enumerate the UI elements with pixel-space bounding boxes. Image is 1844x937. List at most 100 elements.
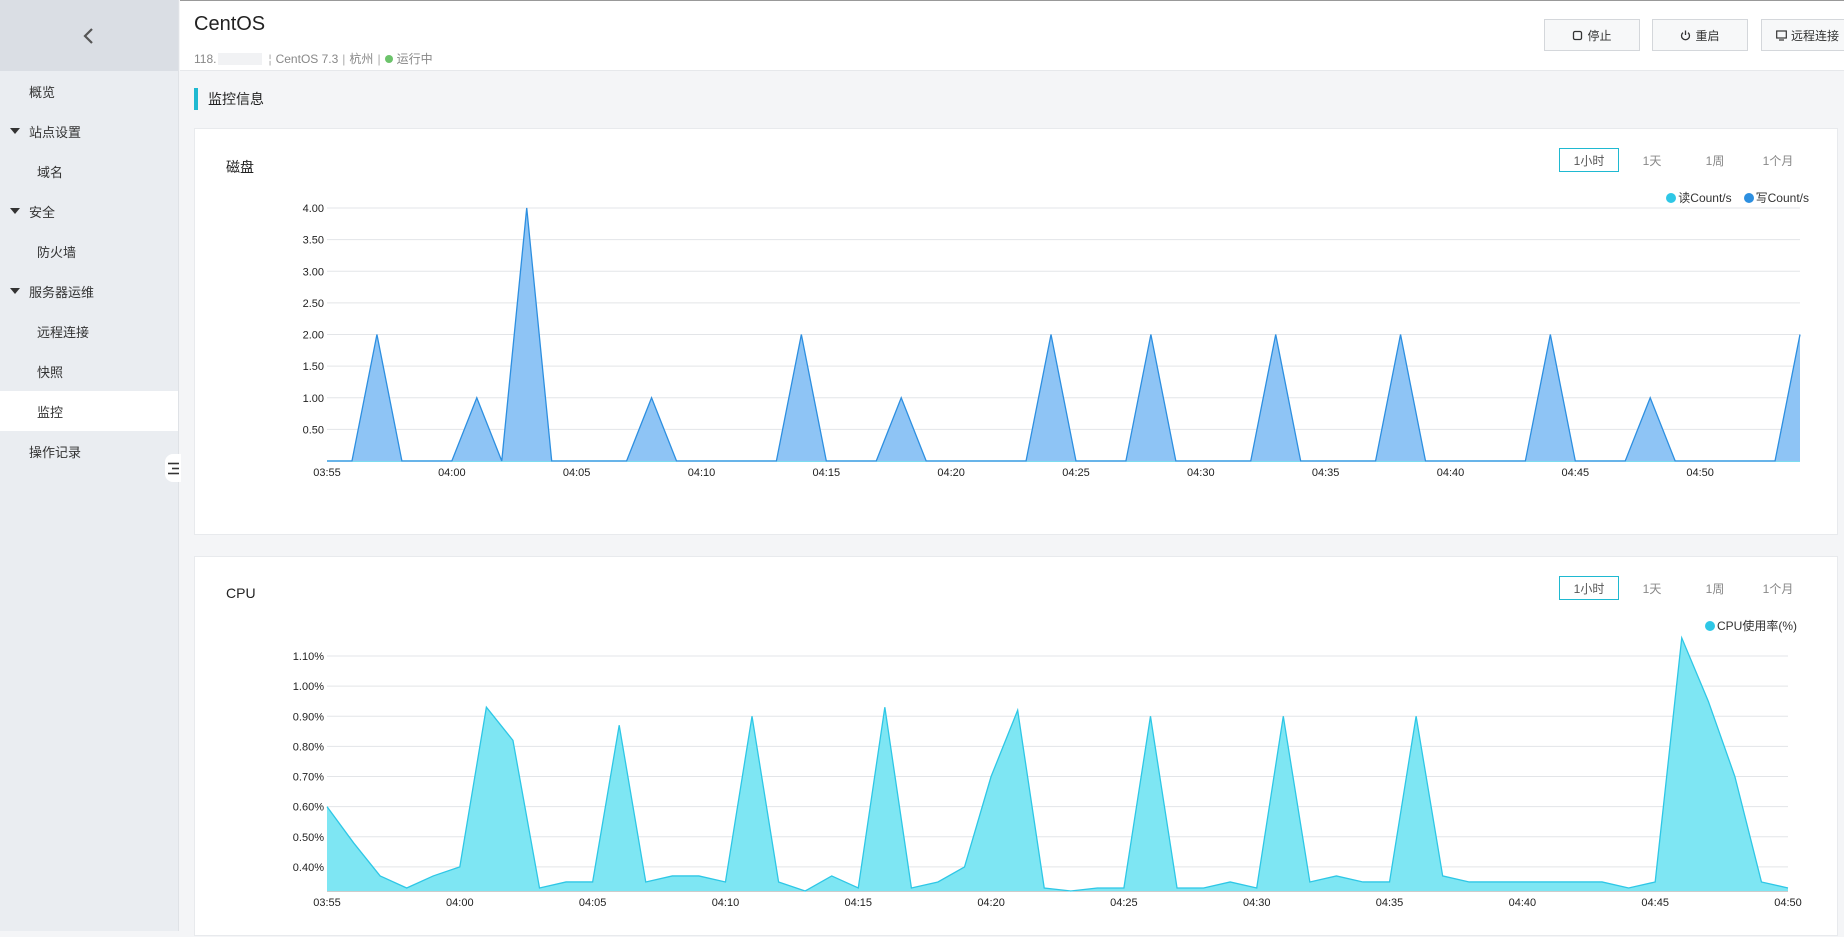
caret-down-icon [10,128,20,134]
cpu-panel: CPU 1小时 1天 1周 1个月 CPU使用率(%) 1.10% 1.00% 0.90%… [194,556,1838,936]
x-tick-label: 04:30 [1243,897,1271,909]
y-tick-label: 2.50 [303,298,324,310]
meta-separator: | [342,51,346,66]
sidebar-item[interactable]: 防火墙 [0,231,178,271]
sidebar-item-label: 域名 [37,164,64,180]
sidebar-item[interactable]: 远程连接 [0,311,178,351]
x-tick-label: 04:40 [1437,467,1465,479]
disk-legend-item[interactable]: 读Count/s [1666,189,1732,206]
legend-label: CPU使用率(%) [1717,619,1797,633]
disk-legend: 读Count/s 写Count/s [1654,189,1809,206]
instance-header: CentOS 118. ¦ CentOS 7.3 | 杭州 | 运行中 停止 重… [180,0,1844,71]
x-tick-label: 04:20 [977,897,1005,909]
cpu-legend: CPU使用率(%) [1693,617,1797,634]
x-tick-label: 04:05 [563,467,591,479]
x-tick-label: 04:20 [937,467,965,479]
caret-down-icon [10,208,20,214]
sidebar-item[interactable]: 域名 [0,151,178,191]
sidebar-item[interactable]: 安全 [0,191,178,231]
y-tick-label: 3.00 [303,266,324,278]
y-tick-label: 1.10% [293,651,324,663]
cpu-chart-title: CPU [226,585,256,601]
disk-range-option[interactable]: 1天 [1642,153,1662,168]
sidebar-item[interactable]: 操作记录 [0,431,178,471]
sidebar-item-label: 概览 [29,84,56,100]
stop-button-label: 停止 [1587,28,1612,43]
back-button[interactable] [0,0,178,71]
disk-range-option[interactable]: 1周 [1705,153,1725,168]
monitor-icon [1776,29,1787,41]
y-tick-label: 0.50% [293,832,324,844]
sidebar-item-label: 防火墙 [37,244,77,260]
cpu-series-area [327,637,1788,891]
cpu-chart: 1.10% 1.00% 0.90% 0.80% 0.70% 0.60% 0.50% 0.40%… [293,635,1802,909]
restart-button[interactable]: 重启 [1652,19,1748,51]
legend-swatch [1743,192,1754,203]
cpu-range-option[interactable]: 1小时 [1559,576,1619,600]
remote-connect-button-label: 远程连接 [1791,28,1840,43]
disk-series-line [327,207,1801,462]
region: 杭州 [349,52,374,66]
x-tick-label: 04:10 [712,897,740,909]
disk-series-area [327,208,1800,461]
x-tick-label: 04:50 [1686,467,1714,479]
os-version: CentOS 7.3 [275,51,339,66]
disk-panel: 磁盘 1小时 1天 1周 1个月 读Count/s 写Count/s 4.00 3.50 3… [194,128,1838,535]
sidebar-item-label: 服务器运维 [29,284,95,300]
sidebar-item[interactable]: 站点设置 [0,111,178,151]
sidebar-item-label: 快照 [37,364,64,380]
y-tick-label: 0.90% [293,711,324,723]
y-tick-label: 0.80% [293,741,324,753]
x-tick-label: 03:55 [313,897,341,909]
stop-icon [1573,30,1583,40]
legend-label: 读Count/s [1678,191,1732,205]
sidebar-item[interactable]: 服务器运维 [0,271,178,311]
cpu-range-option[interactable]: 1周 [1705,581,1725,596]
sidebar-item-label: 远程连接 [37,324,90,340]
stop-button[interactable]: 停止 [1544,19,1640,51]
sidebar-item[interactable]: 快照 [0,351,178,391]
cpu-range-option[interactable]: 1个月 [1762,581,1794,596]
chevron-left-icon [83,27,93,44]
sidebar-item[interactable]: 概览 [0,71,178,111]
y-tick-label: 3.50 [303,235,324,247]
legend-swatch [1666,192,1677,203]
disk-chart-title: 磁盘 [226,159,254,175]
y-tick-label: 1.00% [293,681,324,693]
meta-separator: | [377,51,381,66]
ip-masked-region [218,52,263,65]
page-title: CentOS [194,13,266,35]
x-tick-label: 04:15 [813,467,841,479]
x-tick-label: 04:00 [438,467,466,479]
cpu-range-option[interactable]: 1天 [1642,581,1662,596]
x-tick-label: 04:45 [1641,897,1669,909]
disk-range-option[interactable]: 1个月 [1762,153,1794,168]
x-tick-label: 03:55 [313,467,341,479]
disk-legend-item[interactable]: 写Count/s [1743,189,1809,206]
x-tick-label: 04:50 [1774,897,1802,909]
x-tick-label: 04:05 [579,897,607,909]
status-badge: 运行中 [396,52,433,66]
menu-collapse-icon [167,462,179,474]
cpu-legend-item[interactable]: CPU使用率(%) [1705,617,1797,634]
sidebar: 概览站点设置域名安全防火墙服务器运维远程连接快照监控 操作记录 [0,0,179,931]
y-tick-label: 0.50 [303,424,324,436]
legend-swatch [1705,620,1715,631]
y-tick-label: 0.60% [293,802,324,814]
caret-down-icon [10,288,20,294]
status-dot [384,54,393,63]
x-tick-label: 04:00 [446,897,474,909]
y-tick-label: 4.00 [303,203,324,215]
y-tick-label: 1.50 [303,361,324,373]
remote-connect-button[interactable]: 远程连接 [1761,19,1844,51]
disk-range-option[interactable]: 1小时 [1559,148,1619,172]
power-icon [1681,30,1691,40]
sidebar-collapse-toggle[interactable] [165,454,181,482]
sidebar-menu: 概览站点设置域名安全防火墙服务器运维远程连接快照监控 操作记录 [0,71,178,471]
x-tick-label: 04:35 [1376,897,1404,909]
disk-time-range: 1小时 1天 1周 1个月 [1559,148,1811,172]
y-tick-label: 0.70% [293,772,324,784]
x-tick-label: 04:40 [1509,897,1537,909]
restart-button-label: 重启 [1695,28,1720,43]
sidebar-item[interactable]: 监控 [0,391,178,431]
